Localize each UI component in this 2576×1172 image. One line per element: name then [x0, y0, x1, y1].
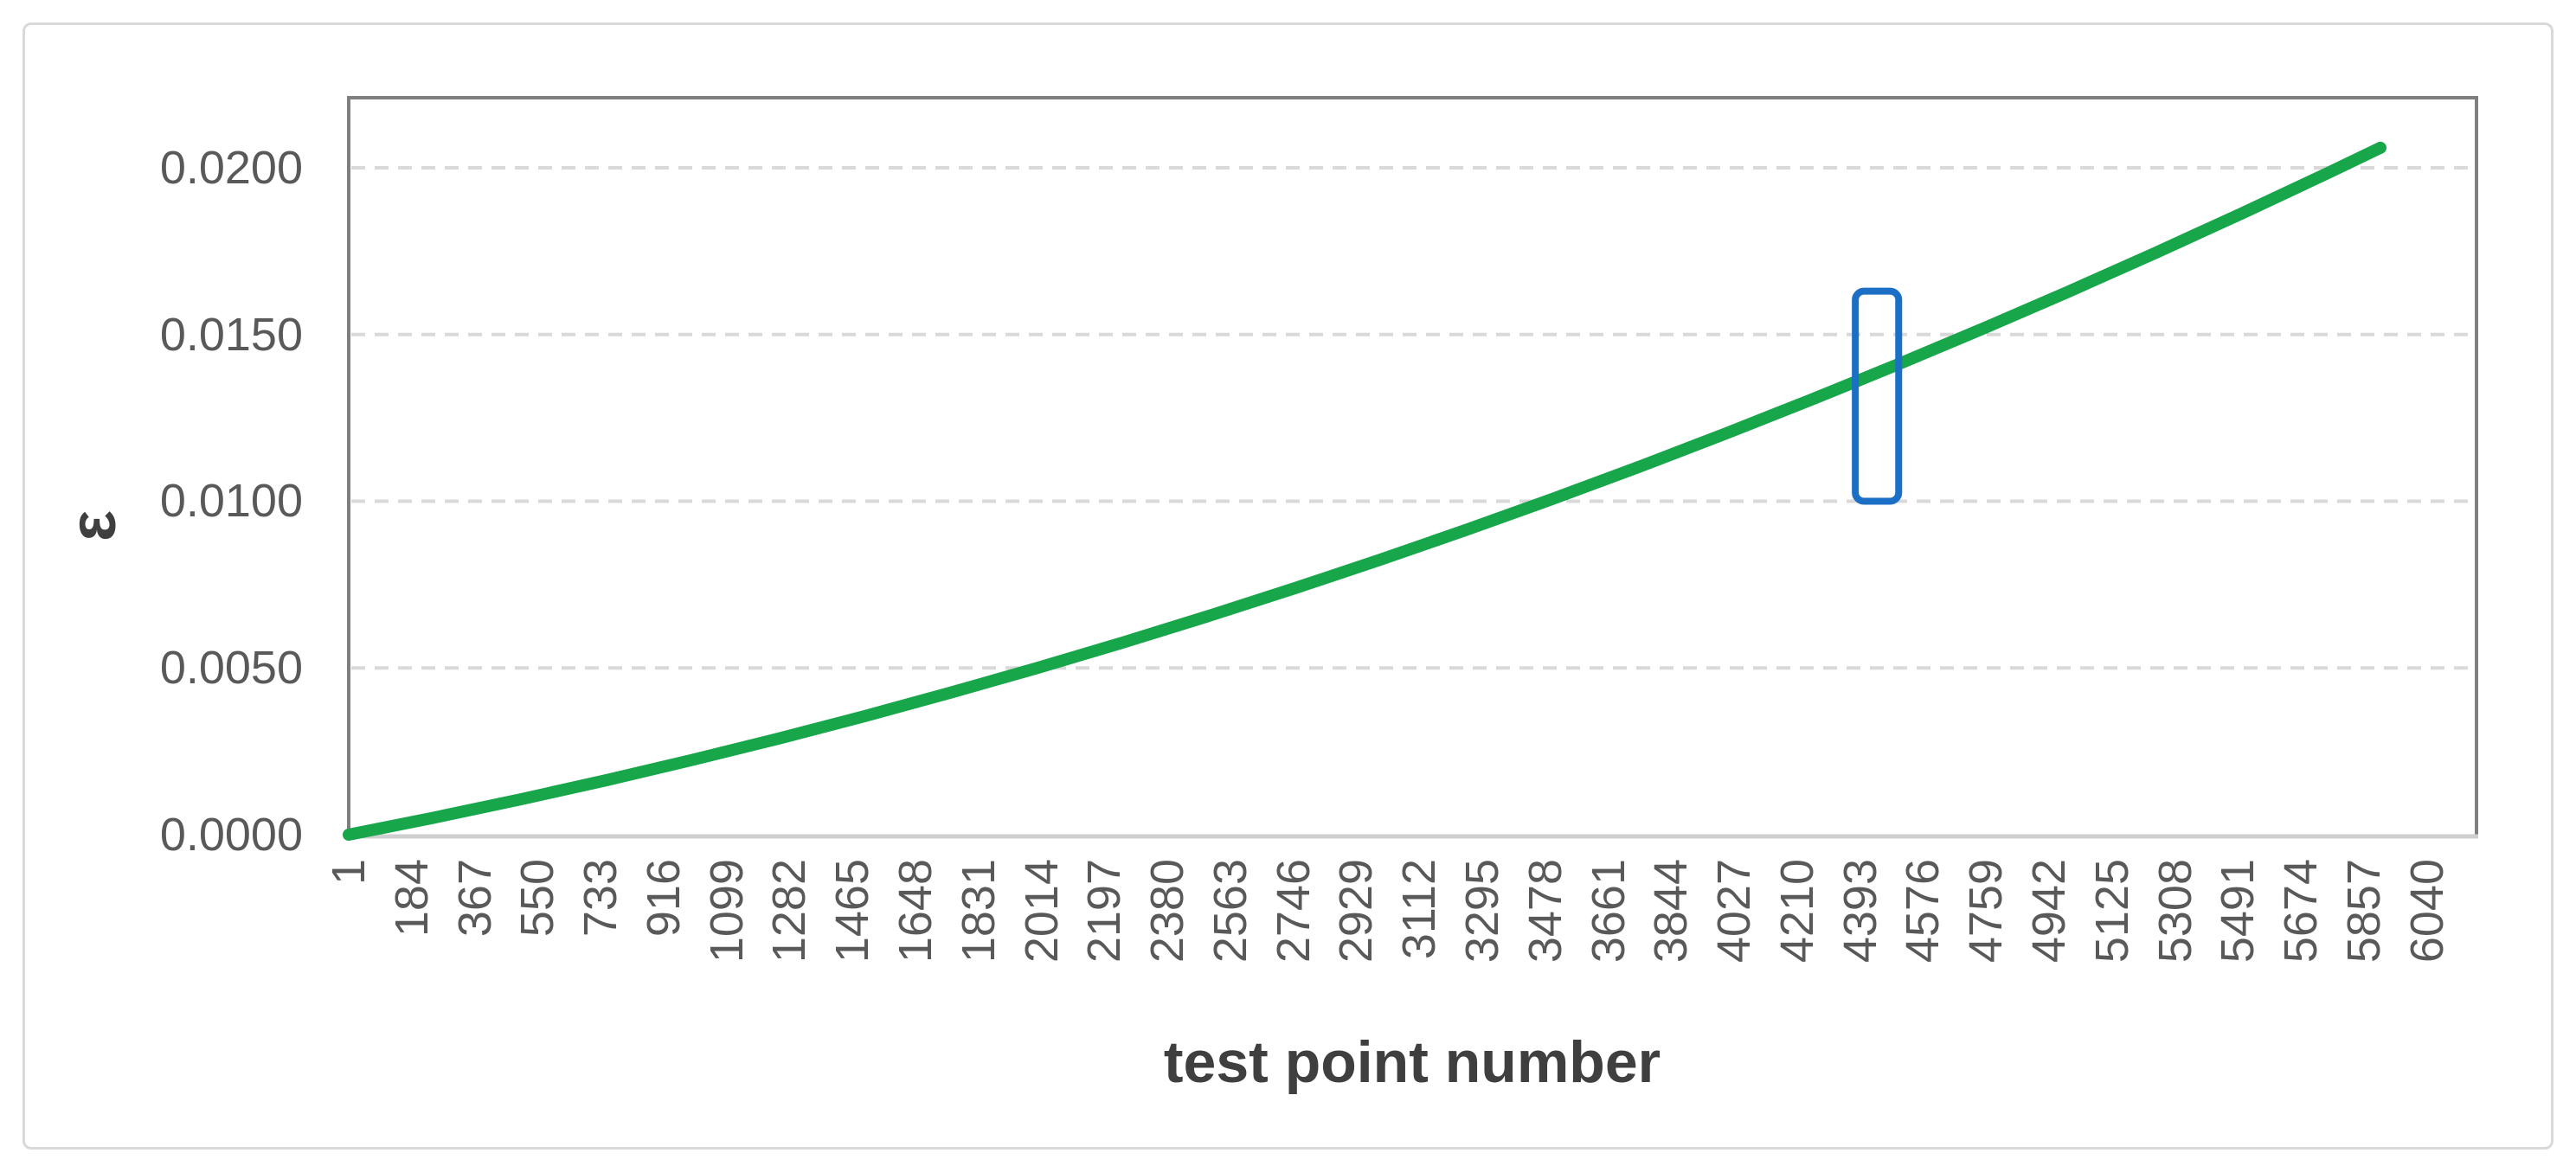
- x-tick-label: 916: [637, 859, 690, 938]
- figure-border: [22, 22, 2554, 1150]
- x-tick-label: 4027: [1708, 859, 1761, 964]
- plot-border: [347, 96, 2478, 835]
- x-tick-label: 4759: [1960, 859, 2013, 964]
- x-tick-label: 4942: [2023, 859, 2076, 964]
- y-tick-label: 0.0200: [159, 141, 303, 194]
- x-tick-label: 3661: [1582, 859, 1635, 964]
- x-tick-label: 5125: [2085, 859, 2138, 964]
- x-tick-label: 4210: [1770, 859, 1823, 964]
- x-axis-title: test point number: [1163, 1029, 1661, 1095]
- x-tick-label: 550: [511, 859, 564, 938]
- annotation-rectangle: [1852, 287, 1903, 505]
- x-tick-label: 6040: [2400, 859, 2453, 964]
- x-tick-label: 1831: [952, 859, 1005, 964]
- x-tick-label: 1: [323, 859, 375, 886]
- epsilon-curve: [343, 141, 2386, 841]
- x-tick-label: 3844: [1645, 859, 1698, 964]
- x-tick-label: 733: [575, 859, 627, 938]
- y-tick-label: 0.0000: [159, 809, 303, 861]
- x-tick-label: 5491: [2212, 859, 2264, 964]
- x-tick-label: 367: [448, 859, 501, 938]
- x-tick-label: 3295: [1456, 859, 1509, 964]
- y-axis-title: ε: [56, 509, 130, 542]
- x-tick-label: 2929: [1330, 859, 1383, 964]
- x-tick-label: 2380: [1141, 859, 1194, 964]
- x-tick-label: 1648: [890, 859, 942, 964]
- x-tick-label: 1282: [763, 859, 816, 964]
- x-tick-label: 2014: [1015, 859, 1068, 964]
- x-tick-label: 184: [385, 859, 438, 938]
- x-tick-label: 5308: [2149, 859, 2201, 964]
- y-tick-label: 0.0050: [159, 642, 303, 695]
- x-tick-label: 4393: [1834, 859, 1886, 964]
- x-tick-label: 5674: [2275, 859, 2328, 964]
- x-tick-label: 4576: [1897, 859, 1950, 964]
- x-tick-label: 3112: [1393, 859, 1446, 960]
- x-tick-label: 2563: [1204, 859, 1256, 964]
- x-tick-label: 5857: [2337, 859, 2390, 964]
- x-tick-label: 2197: [1078, 859, 1131, 964]
- y-tick-label: 0.0150: [159, 308, 303, 361]
- x-tick-label: 1099: [700, 859, 753, 964]
- x-tick-label: 1465: [826, 859, 879, 964]
- y-tick-label: 0.0100: [159, 475, 303, 528]
- x-tick-label: 2746: [1267, 859, 1320, 964]
- x-tick-label: 3478: [1519, 859, 1571, 964]
- gridlines: [351, 165, 2475, 670]
